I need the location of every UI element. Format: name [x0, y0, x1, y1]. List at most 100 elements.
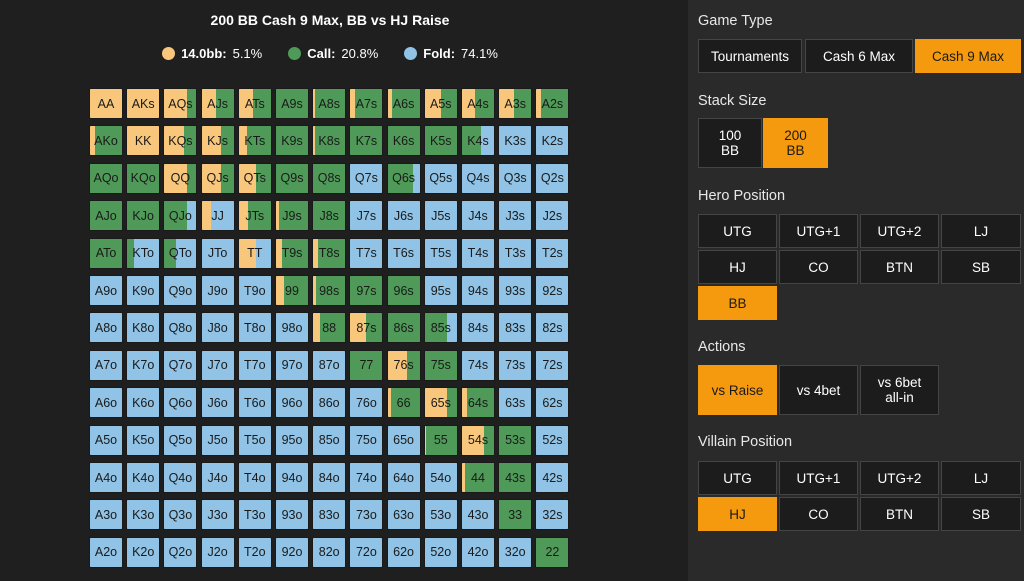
- hand-cell[interactable]: K2s: [535, 125, 570, 157]
- hand-cell[interactable]: Q7o: [163, 349, 198, 381]
- hand-cell[interactable]: J6s: [386, 200, 421, 232]
- hand-cell[interactable]: 82o: [312, 536, 347, 568]
- hand-cell[interactable]: K4o: [126, 462, 161, 493]
- hand-cell[interactable]: A9o: [89, 275, 123, 306]
- hand-cell[interactable]: J2o: [200, 536, 235, 568]
- hand-cell[interactable]: 92o: [275, 536, 309, 568]
- hero-position-button[interactable]: UTG: [698, 214, 777, 248]
- hand-cell[interactable]: 87o: [312, 349, 347, 381]
- hand-cell[interactable]: 87s: [349, 312, 384, 344]
- hand-cell[interactable]: T7o: [237, 349, 272, 381]
- hand-cell[interactable]: 86o: [312, 387, 347, 419]
- hero-position-button[interactable]: BB: [698, 286, 777, 320]
- hand-cell[interactable]: T8o: [237, 312, 272, 344]
- hero-position-button[interactable]: HJ: [698, 250, 777, 284]
- hand-cell[interactable]: A6s: [386, 88, 421, 119]
- hand-cell[interactable]: 85o: [312, 424, 347, 456]
- hand-cell[interactable]: J7o: [200, 349, 235, 381]
- hand-cell[interactable]: JTs: [237, 200, 272, 232]
- hand-cell[interactable]: 97o: [275, 349, 309, 381]
- hand-cell[interactable]: Q4s: [461, 162, 495, 194]
- hand-cell[interactable]: QJo: [163, 200, 198, 232]
- hand-cell[interactable]: 82s: [535, 312, 570, 344]
- hand-cell[interactable]: 65s: [423, 387, 458, 419]
- hand-cell[interactable]: AKo: [89, 125, 123, 157]
- hand-cell[interactable]: 43o: [461, 499, 495, 531]
- hand-cell[interactable]: T5o: [237, 424, 272, 456]
- hand-cell[interactable]: 98s: [312, 275, 347, 306]
- hand-cell[interactable]: 83o: [312, 499, 347, 531]
- hand-cell[interactable]: KTo: [126, 237, 161, 269]
- hand-cell[interactable]: T3s: [498, 237, 533, 269]
- hand-cell[interactable]: Q6s: [386, 162, 421, 194]
- hand-cell[interactable]: KQs: [163, 125, 198, 157]
- hand-cell[interactable]: T4o: [237, 462, 272, 493]
- hand-cell[interactable]: J8s: [312, 200, 347, 232]
- hand-cell[interactable]: AA: [89, 88, 123, 119]
- hand-cell[interactable]: AQs: [163, 88, 198, 119]
- hand-cell[interactable]: T2s: [535, 237, 570, 269]
- hand-cell[interactable]: JTo: [200, 237, 235, 269]
- hand-cell[interactable]: Q7s: [349, 162, 384, 194]
- hand-cell[interactable]: 43s: [498, 462, 533, 493]
- hero-position-button[interactable]: LJ: [941, 214, 1021, 248]
- hand-cell[interactable]: A7s: [349, 88, 384, 119]
- hand-cell[interactable]: 52s: [535, 424, 570, 456]
- hand-cell[interactable]: 64o: [386, 462, 421, 493]
- hand-cell[interactable]: J5o: [200, 424, 235, 456]
- hand-cell[interactable]: K6o: [126, 387, 161, 419]
- hand-cell[interactable]: 53o: [423, 499, 458, 531]
- hand-cell[interactable]: 44: [461, 462, 495, 493]
- hand-cell[interactable]: K9s: [275, 125, 309, 157]
- stack-size-button[interactable]: 100 BB: [698, 118, 762, 168]
- hand-cell[interactable]: K3s: [498, 125, 533, 157]
- hand-cell[interactable]: 72s: [535, 349, 570, 381]
- hand-cell[interactable]: 88: [312, 312, 347, 344]
- hand-cell[interactable]: Q5s: [423, 162, 458, 194]
- hand-cell[interactable]: Q6o: [163, 387, 198, 419]
- hand-cell[interactable]: 63o: [386, 499, 421, 531]
- hand-cell[interactable]: 77: [349, 349, 384, 381]
- hand-cell[interactable]: 73s: [498, 349, 533, 381]
- hand-cell[interactable]: 74o: [349, 462, 384, 493]
- hand-cell[interactable]: K4s: [461, 125, 495, 157]
- hand-cell[interactable]: K7o: [126, 349, 161, 381]
- hand-cell[interactable]: T7s: [349, 237, 384, 269]
- hand-cell[interactable]: 74s: [461, 349, 495, 381]
- hand-cell[interactable]: J7s: [349, 200, 384, 232]
- game-type-button[interactable]: Cash 9 Max: [915, 39, 1021, 73]
- hand-cell[interactable]: A2o: [89, 536, 123, 568]
- hand-cell[interactable]: 32s: [535, 499, 570, 531]
- hand-cell[interactable]: 84o: [312, 462, 347, 493]
- hand-cell[interactable]: A3o: [89, 499, 123, 531]
- action-button[interactable]: vs 4bet: [779, 365, 858, 415]
- hand-cell[interactable]: A9s: [275, 88, 309, 119]
- hand-cell[interactable]: 95s: [423, 275, 458, 306]
- hero-position-button[interactable]: SB: [941, 250, 1021, 284]
- hand-cell[interactable]: KJs: [200, 125, 235, 157]
- hand-cell[interactable]: A4o: [89, 462, 123, 493]
- hand-cell[interactable]: 75o: [349, 424, 384, 456]
- hand-cell[interactable]: T6o: [237, 387, 272, 419]
- villain-position-button[interactable]: HJ: [698, 497, 777, 531]
- hand-cell[interactable]: Q9s: [275, 162, 309, 194]
- hand-cell[interactable]: Q2o: [163, 536, 198, 568]
- hand-cell[interactable]: J5s: [423, 200, 458, 232]
- hand-cell[interactable]: A6o: [89, 387, 123, 419]
- action-button[interactable]: vs 6bet all-in: [860, 365, 939, 415]
- hand-cell[interactable]: 84s: [461, 312, 495, 344]
- hand-cell[interactable]: 97s: [349, 275, 384, 306]
- hand-cell[interactable]: JJ: [200, 200, 235, 232]
- hand-cell[interactable]: KJo: [126, 200, 161, 232]
- hand-cell[interactable]: Q8o: [163, 312, 198, 344]
- hand-cell[interactable]: K6s: [386, 125, 421, 157]
- hand-cell[interactable]: AQo: [89, 162, 123, 194]
- hand-cell[interactable]: A8s: [312, 88, 347, 119]
- hand-cell[interactable]: 65o: [386, 424, 421, 456]
- hand-cell[interactable]: 52o: [423, 536, 458, 568]
- hand-cell[interactable]: J6o: [200, 387, 235, 419]
- hand-cell[interactable]: 73o: [349, 499, 384, 531]
- hand-cell[interactable]: J3s: [498, 200, 533, 232]
- hand-cell[interactable]: K8o: [126, 312, 161, 344]
- hand-cell[interactable]: J9o: [200, 275, 235, 306]
